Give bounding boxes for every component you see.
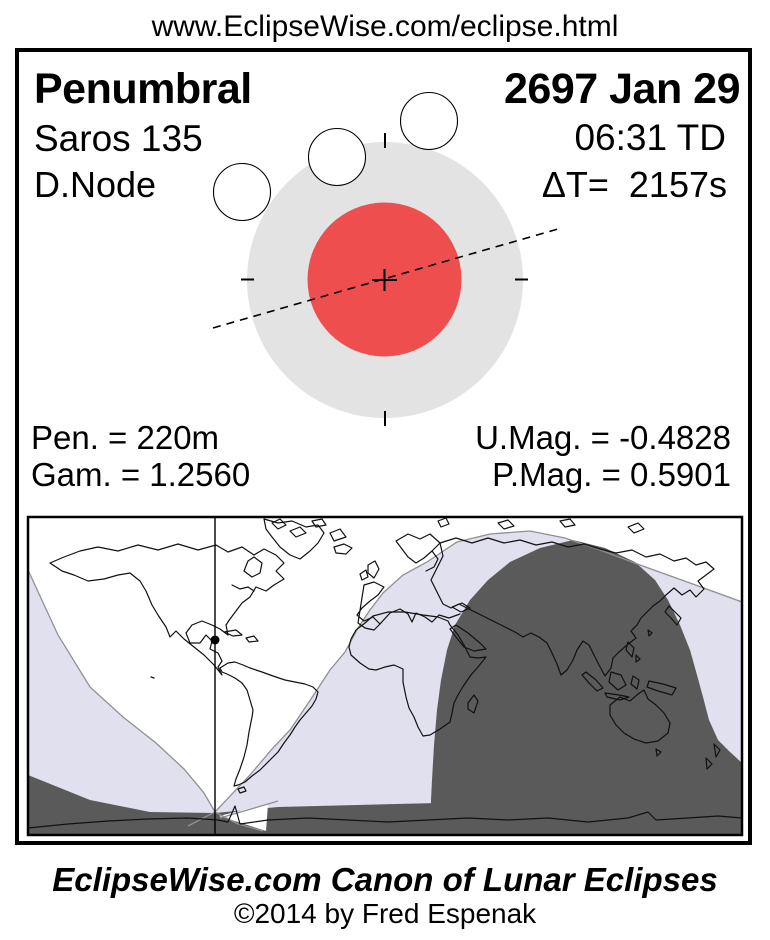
coast-ireland [359, 569, 369, 581]
site-url-text: www.EclipseWise.com/eclipse.html [151, 10, 619, 43]
coast-borneo [608, 671, 627, 691]
coast-tasmania [655, 748, 662, 757]
coast-south-america [219, 661, 319, 787]
greatest-time-label: 06:31 TD [574, 117, 726, 158]
sublunar-point-dot [210, 635, 220, 645]
visibility-limit-curve-east [187, 530, 742, 827]
coast-baltic [425, 550, 439, 572]
visibility-limit-curve-west [28, 569, 264, 832]
moon-disks [212, 91, 459, 222]
coast-galapagos [150, 676, 155, 679]
coast-hudson-bay [243, 556, 263, 578]
cardinal-ticks [241, 133, 528, 426]
no-visibility-region-night [431, 540, 742, 835]
coast-sumatra [581, 671, 604, 692]
coast-arctic-islands [271, 517, 645, 542]
footer-copyright: ©2014 by Fred Espenak [233, 898, 537, 929]
coast-great-lakes [231, 584, 255, 592]
coast-tierra-del-fuego [237, 786, 247, 794]
eclipse-type-title: Penumbral [34, 65, 252, 113]
delta-t-label: ΔT= 2157s [541, 164, 727, 205]
footer-title: EclipseWise.com Canon of Lunar Eclipses [52, 861, 718, 898]
eclipse-geometry-diagram [212, 91, 559, 426]
visibility-limit-curves [28, 530, 742, 832]
center-cross [372, 269, 397, 291]
coast-australia [609, 689, 671, 744]
visibility-map [26, 515, 744, 837]
eclipse-date: 2697 Jan 29 [504, 65, 740, 113]
coast-arabia [449, 624, 487, 652]
saros-label: Saros 135 [34, 118, 203, 159]
moon-disk [399, 91, 459, 151]
coast-sulawesi [630, 675, 640, 690]
coast-britain [367, 560, 380, 579]
coast-africa [348, 611, 487, 737]
coast-west-europe [356, 581, 385, 631]
moon-disk [307, 127, 367, 187]
coast-madagascar [467, 694, 479, 714]
coast-taiwan [647, 629, 653, 637]
moon-path-line [212, 228, 559, 329]
coast-japan [664, 605, 682, 626]
moon-disk [212, 162, 272, 222]
coast-mediterranean [379, 608, 461, 625]
coast-caribbean [223, 629, 259, 643]
visibility-region-partial-west [28, 570, 215, 835]
visibility-limit-curve-branch [219, 800, 279, 819]
coast-new-guinea [646, 680, 677, 696]
coast-north-america [49, 543, 285, 676]
map-frame [26, 515, 744, 837]
gamma-value: Gam. = 1.2560 [31, 456, 251, 493]
coast-philippines [625, 641, 641, 663]
coast-greenland [263, 518, 325, 560]
umbral-magnitude-value: U.Mag. = -0.4828 [475, 419, 731, 456]
coastlines [28, 517, 742, 829]
coast-iceland [333, 543, 353, 555]
coast-new-zealand [705, 743, 721, 770]
penumbral-duration-value: Pen. = 220m [31, 419, 220, 456]
coast-antarctica [28, 805, 742, 829]
visibility-notch-triangle [219, 804, 268, 831]
penumbral-magnitude-value: P.Mag. = 0.5901 [492, 456, 731, 493]
node-label: D.Node [34, 164, 157, 205]
